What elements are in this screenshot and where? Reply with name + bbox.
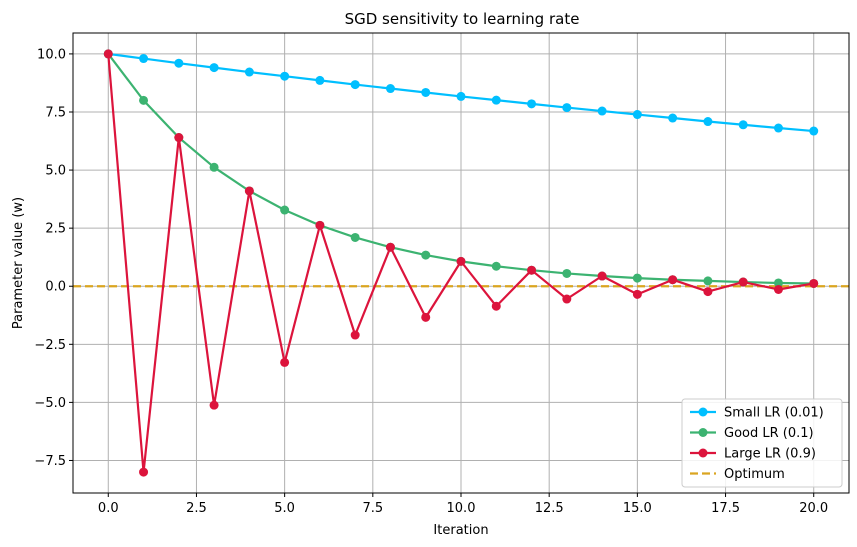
data-point <box>209 162 219 172</box>
data-point <box>350 232 360 242</box>
data-point <box>738 277 748 287</box>
data-point <box>139 54 149 64</box>
data-point <box>350 80 360 90</box>
series-2 <box>103 49 819 477</box>
data-point <box>209 400 219 410</box>
data-point <box>703 117 713 127</box>
legend-label: Good LR (0.1) <box>724 426 814 441</box>
x-tick-label: 2.5 <box>186 501 207 516</box>
x-tick-label: 15.0 <box>623 501 652 516</box>
legend-box <box>681 398 843 488</box>
data-point <box>139 95 149 105</box>
data-point <box>421 87 431 97</box>
data-point <box>738 120 748 130</box>
x-tick-label: 17.5 <box>711 501 740 516</box>
data-point <box>703 287 713 297</box>
legend-label: Optimum <box>724 467 785 482</box>
x-tick-label: 10.0 <box>447 501 476 516</box>
x-tick-label: 12.5 <box>535 501 564 516</box>
data-point <box>491 301 501 311</box>
x-tick-label: 7.5 <box>362 501 383 516</box>
y-axis: −7.5 −5.0 −2.5 0.0 2.5 5.0 7.5 10.0 <box>34 47 73 469</box>
data-point <box>491 95 501 105</box>
legend-marker <box>698 428 708 437</box>
data-point <box>244 67 254 77</box>
y-tick-label: −2.5 <box>34 338 66 353</box>
chart-title: SGD sensitivity to learning rate <box>345 10 580 28</box>
y-tick-label: −7.5 <box>34 454 66 469</box>
data-point <box>456 91 466 101</box>
data-point <box>668 275 678 285</box>
data-point <box>421 250 431 260</box>
y-tick-label: 2.5 <box>45 222 66 237</box>
x-axis-title: Iteration <box>433 523 488 538</box>
data-point <box>527 265 537 275</box>
data-point <box>773 284 783 294</box>
x-tick-label: 0.0 <box>98 501 119 516</box>
data-point <box>668 113 678 123</box>
data-point <box>491 261 501 271</box>
data-point <box>385 242 395 252</box>
data-point <box>174 58 184 68</box>
series-0 <box>103 49 819 136</box>
x-axis: 0.0 2.5 5.0 7.5 10.0 12.5 15.0 17.5 20.0 <box>98 493 828 516</box>
data-point <box>632 110 642 120</box>
data-point <box>562 103 572 113</box>
y-tick-label: 0.0 <box>45 280 66 295</box>
data-point <box>773 123 783 133</box>
data-point <box>632 289 642 299</box>
data-point <box>244 186 254 196</box>
x-tick-label: 20.0 <box>799 501 828 516</box>
data-point <box>527 99 537 109</box>
x-tick-label: 5.0 <box>274 501 295 516</box>
data-point <box>632 273 642 283</box>
legend: Small LR (0.01) Good LR (0.1) Large LR (0.… <box>681 398 843 488</box>
data-point <box>350 330 360 340</box>
data-point <box>597 106 607 116</box>
legend-marker <box>698 448 708 458</box>
data-point <box>809 278 819 288</box>
data-point <box>809 126 819 136</box>
data-point <box>280 205 290 215</box>
data-point <box>597 271 607 281</box>
data-point <box>385 84 395 94</box>
legend-label: Large LR (0.9) <box>724 447 816 462</box>
y-tick-label: 5.0 <box>45 164 66 179</box>
legend-marker <box>698 407 708 417</box>
y-axis-title: Parameter value (w) <box>11 197 26 329</box>
data-point <box>315 220 325 230</box>
data-point <box>562 268 572 278</box>
data-point <box>280 71 290 81</box>
series-layer <box>103 49 819 477</box>
y-tick-label: −5.0 <box>34 396 66 411</box>
data-point <box>280 357 290 367</box>
data-point <box>456 256 466 266</box>
y-tick-label: 10.0 <box>37 47 66 62</box>
data-point <box>209 63 219 73</box>
data-point <box>139 467 149 477</box>
data-point <box>103 49 113 59</box>
legend-label: Small LR (0.01) <box>724 406 824 421</box>
data-point <box>562 294 572 304</box>
data-point <box>703 276 713 286</box>
y-tick-label: 7.5 <box>45 105 66 120</box>
data-point <box>773 278 783 288</box>
data-point <box>421 312 431 322</box>
data-point <box>174 133 184 143</box>
data-point <box>315 75 325 85</box>
